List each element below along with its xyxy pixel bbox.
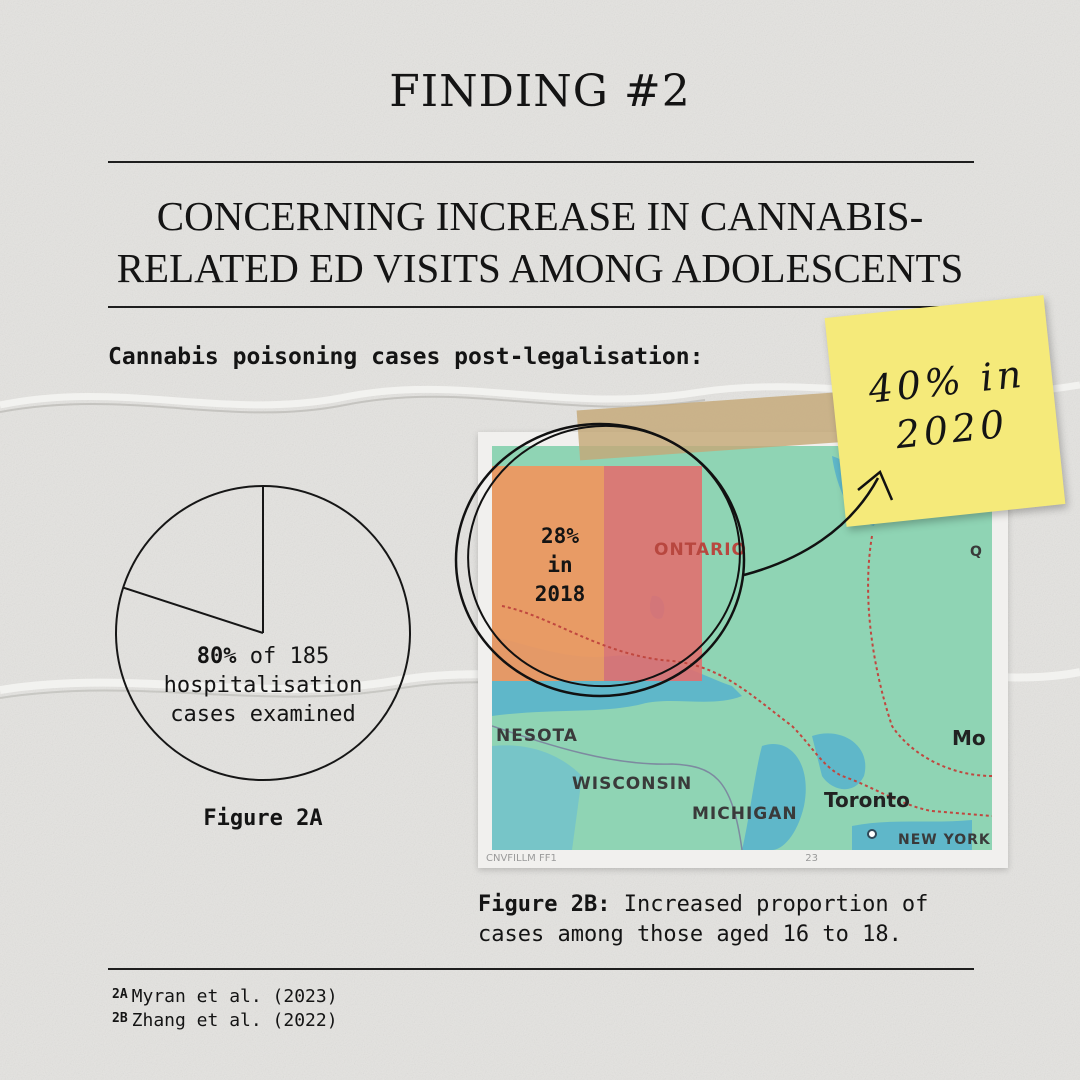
figure-2a-caption: Figure 2A [203, 806, 323, 831]
reference-text: Zhang et al. (2022) [131, 1010, 338, 1031]
map-footer-right: 23 [805, 853, 818, 864]
map-label-mo: Mo [952, 726, 986, 750]
map-label-wisconsin: WISCONSIN [572, 774, 693, 794]
map-footer-left: CNVFILLM FF1 [486, 853, 557, 864]
callout-2018-percent: 28% [541, 524, 579, 548]
map-label-toronto: Toronto [824, 788, 910, 812]
reference-2b: 2B Zhang et al. (2022) [112, 1010, 338, 1031]
sticky-note: 40% in 2020 [824, 295, 1066, 527]
pie-label-line-2: hospitalisation [163, 673, 363, 698]
pie-label-line-3: cases examined [170, 702, 356, 727]
map-label-nesota: NESOTA [496, 726, 578, 746]
callout-2018-in: in [547, 553, 573, 577]
map-label-new-york: NEW YORK [898, 832, 991, 848]
reference-text: Myran et al. (2023) [131, 986, 338, 1007]
headline-line-1: CONCERNING INCREASE IN CANNABIS- [156, 193, 924, 239]
lake-ontario [852, 820, 972, 850]
callout-2018-year: 2018 [534, 582, 586, 606]
footer-divider [108, 968, 974, 970]
pie-percent: 80% [196, 644, 237, 669]
figure-2b-caption-bold: Figure 2B: [478, 892, 611, 917]
map-label-michigan: MICHIGAN [692, 804, 798, 824]
pie-label-rest: of 185 [236, 644, 330, 669]
callout-2018: 28% in 2018 [520, 522, 600, 609]
reference-key: 2B [112, 1011, 128, 1026]
water-region [492, 745, 582, 850]
map-label-ontario: ONTARIO [654, 540, 747, 560]
subheading: Cannabis poisoning cases post-legalisati… [108, 344, 704, 370]
pie-label: 80% of 185 hospitalisation cases examine… [118, 642, 408, 729]
finding-title: FINDING #2 [389, 66, 691, 117]
headline-divider [108, 306, 974, 308]
pie-slice-edge-end [122, 586, 264, 634]
top-divider [108, 161, 974, 163]
highlight-red [604, 466, 702, 681]
figure-2b-caption: Figure 2B: Increased proportion of cases… [478, 890, 998, 950]
figure-2b-caption-rest: Increased proportion of cases among thos… [478, 892, 929, 947]
reference-2a: 2A Myran et al. (2023) [112, 986, 338, 1007]
sticky-note-text: 40% in 2020 [850, 348, 1049, 463]
reference-key: 2A [112, 987, 128, 1002]
map-label-q: Q [970, 544, 983, 560]
headline-line-2: RELATED ED VISITS AMONG ADOLESCENTS [116, 245, 964, 291]
pie-chart [115, 485, 411, 781]
lake-michigan [742, 744, 806, 850]
headline: CONCERNING INCREASE IN CANNABIS- RELATED… [100, 190, 980, 294]
toronto-marker [867, 829, 877, 839]
lake-huron [812, 733, 866, 790]
